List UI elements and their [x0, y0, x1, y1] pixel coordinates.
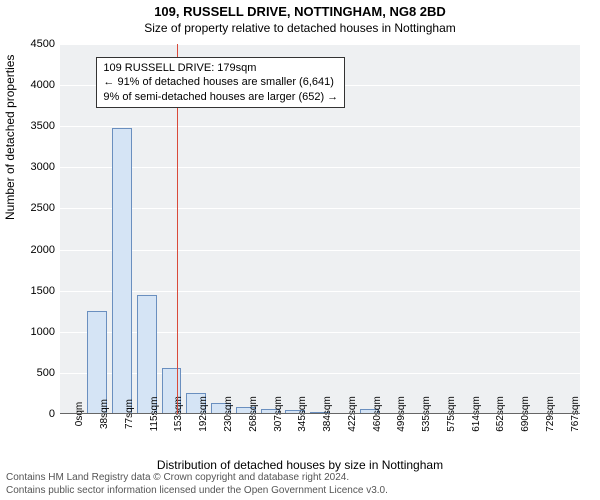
- bar: [112, 128, 132, 414]
- y-axis-label: Number of detached properties: [3, 55, 17, 220]
- bar-slot: 0sqm: [60, 44, 85, 414]
- x-tick-label: 268sqm: [246, 396, 259, 432]
- x-tick-label: 115sqm: [147, 397, 160, 432]
- x-tick-label: 77sqm: [122, 399, 135, 429]
- x-tick-label: 38sqm: [97, 399, 110, 429]
- annotation-box: 109 RUSSELL DRIVE: 179sqm← 91% of detach…: [96, 57, 345, 108]
- bar-slot: 690sqm: [506, 44, 531, 414]
- bar-slot: 767sqm: [555, 44, 580, 414]
- bar-slot: 535sqm: [407, 44, 432, 414]
- y-tick-label: 0: [49, 408, 60, 420]
- plot-area: 050010001500200025003000350040004500 0sq…: [60, 44, 580, 414]
- bar-slot: 575sqm: [431, 44, 456, 414]
- y-tick-label: 4500: [31, 38, 60, 50]
- y-tick-label: 2500: [31, 202, 60, 214]
- x-tick-label: 535sqm: [419, 396, 432, 432]
- x-tick-label: 767sqm: [568, 396, 581, 432]
- annotation-line: 9% of semi-detached houses are larger (6…: [103, 90, 338, 104]
- x-tick-label: 230sqm: [221, 396, 234, 432]
- bar-slot: 614sqm: [456, 44, 481, 414]
- footer-line-1: Contains HM Land Registry data © Crown c…: [6, 472, 594, 485]
- chart-title: 109, RUSSELL DRIVE, NOTTINGHAM, NG8 2BD: [0, 0, 600, 19]
- footer-attribution: Contains HM Land Registry data © Crown c…: [0, 469, 600, 500]
- x-tick-label: 499sqm: [394, 396, 407, 432]
- x-tick-label: 614sqm: [469, 396, 482, 432]
- bar-slot: 499sqm: [382, 44, 407, 414]
- footer-line-2: Contains public sector information licen…: [6, 485, 594, 498]
- x-tick-label: 422sqm: [345, 396, 358, 432]
- x-tick-label: 345sqm: [295, 396, 308, 432]
- y-tick-label: 3000: [31, 161, 60, 173]
- x-axis-line: [60, 413, 580, 414]
- x-tick-label: 690sqm: [518, 396, 531, 432]
- x-tick-label: 192sqm: [196, 396, 209, 432]
- x-tick-label: 384sqm: [320, 396, 333, 432]
- annotation-line: ← 91% of detached houses are smaller (6,…: [103, 75, 338, 89]
- x-tick-label: 307sqm: [271, 396, 284, 432]
- x-tick-label: 729sqm: [543, 396, 556, 432]
- x-tick-label: 652sqm: [493, 396, 506, 432]
- annotation-line: 109 RUSSELL DRIVE: 179sqm: [103, 61, 338, 75]
- y-tick-label: 4000: [31, 79, 60, 91]
- y-tick-label: 3500: [31, 120, 60, 132]
- x-tick-label: 0sqm: [72, 402, 85, 426]
- x-tick-label: 575sqm: [444, 396, 457, 432]
- bar-slot: 729sqm: [531, 44, 556, 414]
- chart-subtitle: Size of property relative to detached ho…: [0, 19, 600, 39]
- bar-slot: 652sqm: [481, 44, 506, 414]
- y-tick-label: 2000: [31, 244, 60, 256]
- x-tick-label: 460sqm: [370, 396, 383, 432]
- y-tick-label: 1500: [31, 285, 60, 297]
- y-tick-label: 500: [37, 367, 60, 379]
- bar-slot: 460sqm: [357, 44, 382, 414]
- y-tick-label: 1000: [31, 326, 60, 338]
